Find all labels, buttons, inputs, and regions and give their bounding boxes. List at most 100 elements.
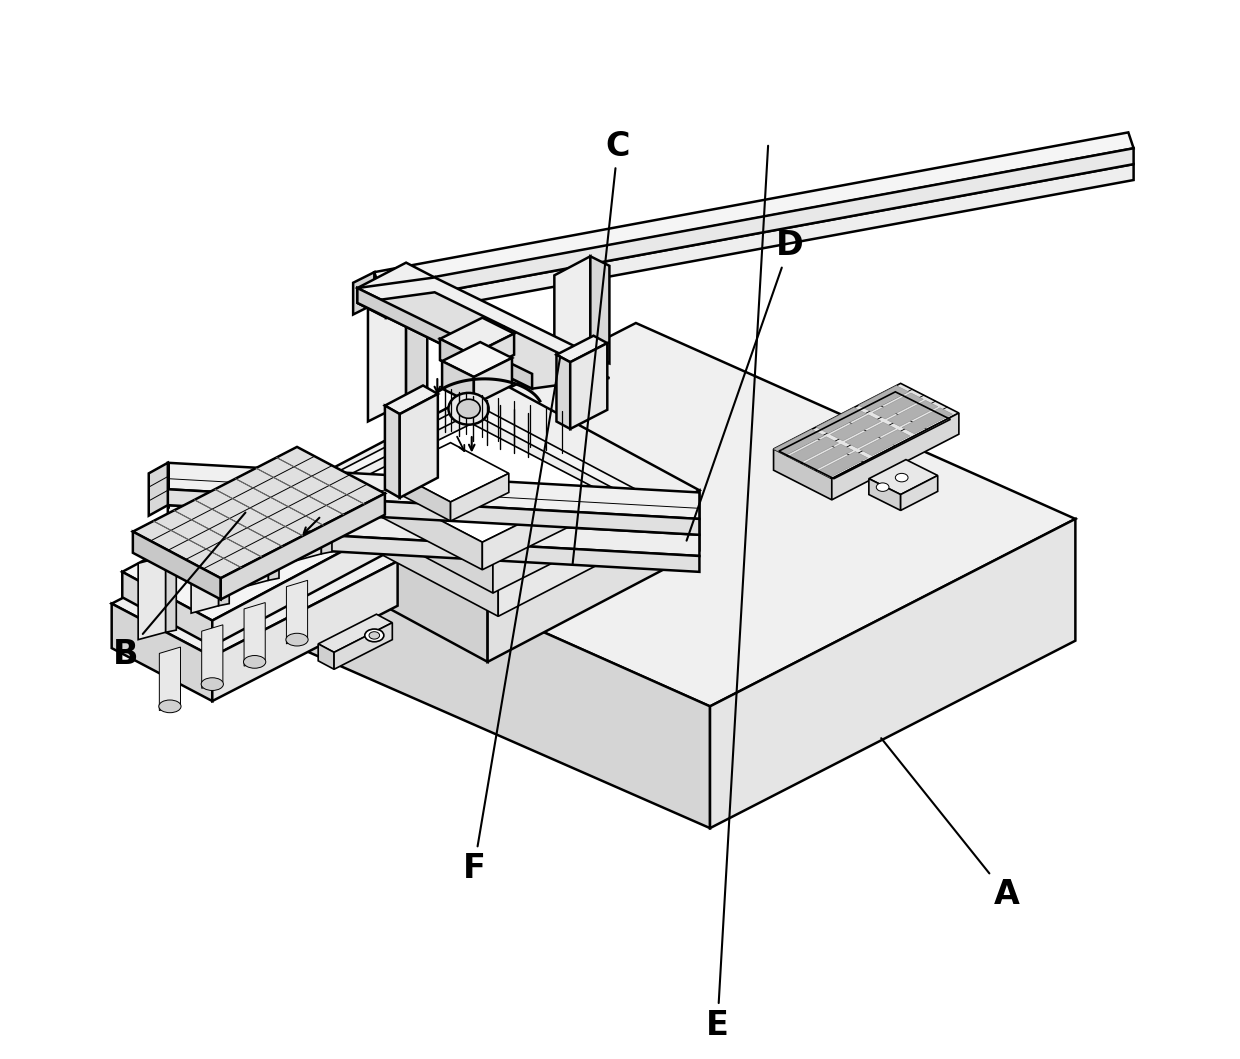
Polygon shape	[832, 413, 959, 500]
Polygon shape	[384, 406, 399, 498]
Polygon shape	[711, 519, 1075, 828]
Text: A: A	[882, 738, 1019, 912]
Polygon shape	[138, 556, 166, 640]
Polygon shape	[212, 561, 398, 701]
Polygon shape	[167, 489, 699, 535]
Ellipse shape	[159, 700, 181, 713]
Ellipse shape	[243, 656, 265, 668]
Polygon shape	[374, 164, 1133, 320]
Polygon shape	[361, 479, 482, 570]
Polygon shape	[570, 343, 608, 429]
Polygon shape	[357, 292, 609, 389]
Polygon shape	[774, 383, 959, 479]
Polygon shape	[901, 408, 952, 434]
Polygon shape	[440, 318, 515, 355]
Ellipse shape	[895, 473, 908, 482]
Polygon shape	[218, 530, 229, 606]
Polygon shape	[590, 256, 609, 363]
Polygon shape	[487, 490, 699, 662]
Polygon shape	[557, 355, 570, 429]
Polygon shape	[392, 443, 508, 502]
Polygon shape	[294, 478, 321, 561]
Ellipse shape	[449, 393, 489, 425]
Polygon shape	[858, 385, 909, 412]
Polygon shape	[443, 342, 512, 377]
Polygon shape	[494, 495, 625, 593]
Polygon shape	[123, 479, 387, 621]
Polygon shape	[816, 408, 867, 433]
Polygon shape	[440, 339, 471, 376]
Ellipse shape	[877, 483, 889, 491]
Polygon shape	[241, 504, 268, 588]
Text: B: B	[113, 513, 246, 671]
Polygon shape	[319, 644, 334, 669]
Polygon shape	[374, 148, 1133, 304]
Polygon shape	[831, 415, 880, 441]
Polygon shape	[471, 327, 503, 394]
Polygon shape	[361, 424, 594, 542]
Ellipse shape	[365, 629, 384, 642]
Polygon shape	[368, 275, 405, 421]
Ellipse shape	[286, 633, 308, 646]
Polygon shape	[498, 498, 652, 616]
Polygon shape	[123, 572, 212, 646]
Polygon shape	[112, 508, 398, 657]
Polygon shape	[268, 504, 279, 580]
Polygon shape	[319, 402, 652, 577]
Polygon shape	[244, 603, 265, 666]
Polygon shape	[399, 394, 438, 498]
Polygon shape	[482, 487, 594, 570]
Polygon shape	[112, 604, 212, 701]
Polygon shape	[334, 623, 392, 669]
Polygon shape	[353, 272, 374, 315]
Ellipse shape	[201, 678, 223, 690]
Text: E: E	[706, 146, 768, 1042]
Polygon shape	[459, 321, 503, 343]
Polygon shape	[212, 527, 387, 646]
Text: D: D	[687, 229, 804, 541]
Polygon shape	[474, 358, 512, 405]
Polygon shape	[471, 334, 515, 376]
Polygon shape	[386, 277, 435, 318]
Polygon shape	[869, 460, 937, 495]
Polygon shape	[900, 475, 937, 510]
Polygon shape	[392, 471, 450, 521]
Polygon shape	[817, 451, 868, 478]
Polygon shape	[149, 463, 167, 516]
Polygon shape	[384, 385, 438, 414]
Polygon shape	[191, 530, 218, 613]
Polygon shape	[133, 532, 221, 599]
Polygon shape	[319, 614, 392, 652]
Polygon shape	[167, 463, 699, 519]
Text: C: C	[573, 129, 630, 563]
Polygon shape	[405, 275, 428, 413]
Polygon shape	[357, 288, 532, 389]
Polygon shape	[357, 288, 386, 318]
Polygon shape	[286, 580, 308, 644]
Polygon shape	[443, 361, 474, 405]
Polygon shape	[459, 337, 471, 394]
Polygon shape	[167, 526, 699, 572]
Polygon shape	[844, 423, 895, 448]
Polygon shape	[167, 505, 699, 556]
Ellipse shape	[456, 399, 480, 418]
Polygon shape	[321, 478, 332, 554]
Polygon shape	[340, 480, 494, 593]
Polygon shape	[374, 132, 1133, 288]
Polygon shape	[319, 482, 498, 616]
Ellipse shape	[370, 631, 379, 639]
Polygon shape	[221, 493, 384, 599]
Polygon shape	[869, 479, 900, 510]
Text: F: F	[463, 357, 560, 885]
Polygon shape	[554, 256, 590, 373]
Polygon shape	[873, 393, 924, 419]
Polygon shape	[789, 436, 838, 463]
Polygon shape	[270, 323, 1075, 706]
Polygon shape	[557, 336, 608, 362]
Polygon shape	[774, 429, 825, 455]
Polygon shape	[202, 625, 223, 688]
Polygon shape	[270, 510, 711, 828]
Polygon shape	[286, 492, 487, 662]
Polygon shape	[802, 444, 853, 470]
Polygon shape	[340, 413, 625, 561]
